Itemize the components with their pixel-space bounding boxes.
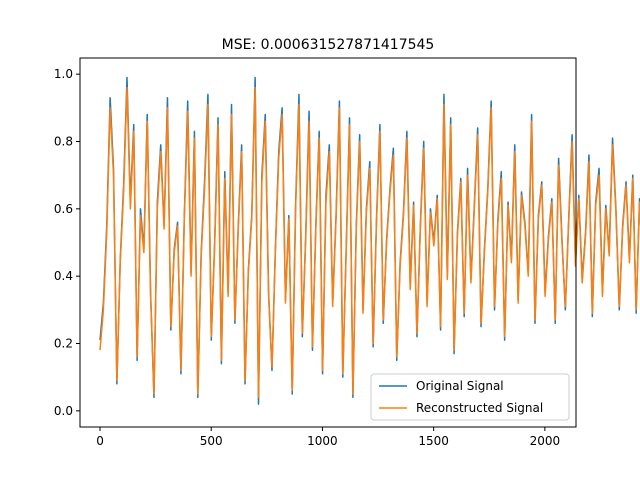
y-tick-label: 1.0: [54, 67, 73, 81]
x-axis: 0 500 1000 1500 2000: [96, 427, 560, 448]
legend-box: [370, 373, 570, 421]
x-tick-label: 1000: [307, 434, 338, 448]
y-tick-label: 0.4: [54, 269, 73, 283]
chart-title: MSE: 0.000631527871417545: [222, 37, 435, 53]
y-tick-label: 0.6: [54, 202, 73, 216]
y-tick-label: 0.8: [54, 134, 73, 148]
x-tick-label: 1500: [418, 434, 449, 448]
x-tick-label: 0: [96, 434, 104, 448]
x-tick-label: 500: [200, 434, 223, 448]
y-tick-label: 0.2: [54, 337, 73, 351]
x-tick-label: 2000: [530, 434, 561, 448]
series-line-reconstructed-signal: [99, 86, 640, 399]
legend-label: Original Signal: [416, 379, 504, 393]
y-axis: 0.0 0.2 0.4 0.6 0.8 1.0: [54, 67, 80, 418]
legend: Original Signal Reconstructed Signal: [370, 373, 570, 421]
series-layer: [99, 76, 640, 405]
y-tick-label: 0.0: [54, 404, 73, 418]
legend-label: Reconstructed Signal: [416, 401, 543, 415]
plot-frame: [79, 57, 577, 428]
